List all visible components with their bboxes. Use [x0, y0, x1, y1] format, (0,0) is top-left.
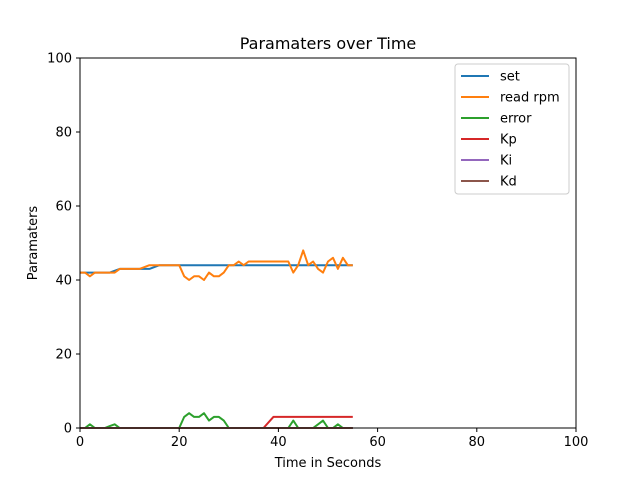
x-tick-label: 40	[270, 435, 287, 450]
y-tick-label: 100	[47, 52, 72, 67]
y-axis-label: Paramaters	[26, 206, 41, 281]
x-tick-label: 20	[171, 435, 188, 450]
legend-label: set	[500, 70, 520, 85]
series-line-read-rpm	[80, 249, 353, 281]
y-tick-label: 0	[64, 422, 72, 437]
legend-label: Kd	[500, 175, 517, 190]
x-tick-label: 0	[76, 435, 84, 450]
legend: set read rpm error Kp Ki Kd	[454, 63, 570, 195]
y-axis: 0 20 40 60 80 100	[47, 52, 80, 437]
x-tick-label: 60	[369, 435, 386, 450]
y-tick-label: 20	[55, 348, 72, 363]
legend-label: read rpm	[500, 91, 560, 106]
y-tick-label: 40	[55, 274, 72, 289]
x-tick-label: 100	[564, 435, 589, 450]
legend-label: Kp	[500, 133, 517, 148]
chart-title: Paramaters over Time	[240, 34, 417, 53]
legend-label: Ki	[500, 154, 512, 169]
y-tick-label: 60	[55, 200, 72, 215]
plot-frame	[79, 57, 577, 429]
x-tick-label: 80	[469, 435, 486, 450]
y-tick-label: 80	[55, 126, 72, 141]
x-axis-label: Time in Seconds	[274, 456, 382, 471]
x-axis: 0 20 40 60 80 100	[76, 428, 589, 450]
legend-label: error	[500, 112, 532, 127]
